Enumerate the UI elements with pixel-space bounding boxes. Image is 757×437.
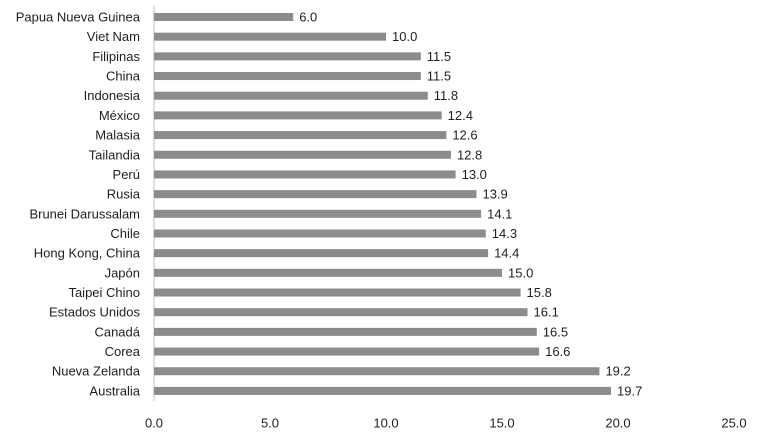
bar bbox=[154, 268, 502, 277]
data-label: 13.9 bbox=[482, 187, 507, 202]
category-label: China bbox=[106, 69, 141, 84]
data-label: 10.0 bbox=[392, 29, 417, 44]
bar bbox=[154, 91, 428, 100]
bar bbox=[154, 229, 486, 238]
data-label: 12.6 bbox=[452, 128, 477, 143]
data-label: 11.5 bbox=[427, 49, 451, 64]
x-tick-label: 20.0 bbox=[605, 416, 630, 431]
data-label: 13.0 bbox=[462, 167, 487, 182]
category-label: Malasia bbox=[95, 128, 141, 143]
category-label: Indonesia bbox=[84, 88, 141, 103]
x-tick-label: 5.0 bbox=[261, 416, 279, 431]
data-label: 16.6 bbox=[545, 344, 570, 359]
data-label: 16.5 bbox=[543, 324, 568, 339]
data-label: 14.4 bbox=[494, 246, 519, 261]
bar bbox=[154, 170, 456, 179]
category-label: Brunei Darussalam bbox=[29, 206, 140, 221]
bar bbox=[154, 347, 540, 356]
x-tick-label: 10.0 bbox=[373, 416, 398, 431]
data-label: 14.3 bbox=[492, 226, 517, 241]
x-tick-label: 0.0 bbox=[145, 416, 163, 431]
category-label: Estados Unidos bbox=[49, 305, 141, 320]
category-label: Chile bbox=[110, 226, 140, 241]
bar bbox=[154, 150, 451, 159]
data-label: 15.8 bbox=[527, 285, 552, 300]
bar bbox=[154, 386, 612, 395]
category-label: Corea bbox=[105, 344, 141, 359]
data-label: 15.0 bbox=[508, 265, 533, 280]
category-label: Viet Nam bbox=[87, 29, 140, 44]
category-label: México bbox=[99, 108, 140, 123]
bar bbox=[154, 52, 421, 61]
category-label: Australia bbox=[89, 383, 140, 398]
category-label: Taipei Chino bbox=[68, 285, 140, 300]
bar bbox=[154, 288, 521, 297]
category-label: Tailandia bbox=[89, 147, 141, 162]
category-label: Canadá bbox=[94, 324, 140, 339]
bar bbox=[154, 327, 537, 336]
x-tick-label: 25.0 bbox=[721, 416, 746, 431]
bar bbox=[154, 13, 294, 21]
bar bbox=[154, 367, 600, 376]
bar bbox=[154, 190, 477, 199]
data-label: 12.8 bbox=[457, 147, 482, 162]
category-label: Filipinas bbox=[92, 49, 140, 64]
category-label: Hong Kong, China bbox=[34, 246, 141, 261]
data-label: 14.1 bbox=[487, 206, 512, 221]
data-label: 16.1 bbox=[534, 305, 559, 320]
bar bbox=[154, 111, 442, 120]
bar bbox=[154, 249, 489, 258]
data-label: 12.4 bbox=[448, 108, 473, 123]
category-label: Papua Nueva Guinea bbox=[16, 10, 141, 25]
x-tick-label: 15.0 bbox=[489, 416, 514, 431]
bar bbox=[154, 72, 421, 81]
data-label: 11.5 bbox=[427, 69, 451, 84]
category-label: Perú bbox=[113, 167, 140, 182]
data-label: 19.7 bbox=[617, 383, 642, 398]
bar bbox=[154, 209, 482, 218]
bar bbox=[154, 308, 528, 317]
bar bbox=[154, 32, 386, 41]
bar bbox=[154, 131, 447, 140]
data-label: 19.2 bbox=[605, 364, 630, 379]
data-label: 6.0 bbox=[299, 10, 317, 25]
category-label: Japón bbox=[105, 265, 140, 280]
category-label: Rusia bbox=[107, 187, 141, 202]
data-label: 11.8 bbox=[434, 88, 458, 103]
category-label: Nueva Zelanda bbox=[52, 364, 141, 379]
